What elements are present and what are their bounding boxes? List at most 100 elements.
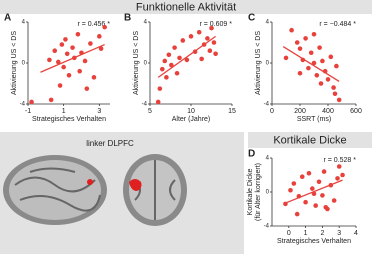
point [334,63,339,69]
y-axis-label: Aktivierung US < DS [11,31,18,95]
trend-line [157,35,216,78]
point [155,99,161,105]
x-tick-label: 2 [320,230,324,237]
point [311,60,317,66]
point [98,46,104,51]
point [199,56,204,62]
annotation: r = −0.484 * [319,21,356,28]
x-tick-label: 10 [187,108,195,115]
point [160,66,165,72]
point [209,25,214,31]
point [283,55,289,61]
point [196,29,202,35]
point [102,24,107,30]
point [297,46,303,51]
point [188,34,194,39]
point [313,203,318,208]
point [172,45,177,50]
y-tick-label: 4 [266,156,270,162]
point [294,211,300,217]
x-tick-label: 200 [294,108,306,115]
point [316,179,322,185]
brain-label: linker DLPFC [86,139,134,148]
y-tick-label: -4 [264,102,270,108]
point [317,45,322,50]
point [289,27,294,33]
x-axis-label: Strategisches Verhalten [32,116,106,123]
point [336,97,342,103]
point [294,40,300,45]
point [299,174,305,179]
header-bar [0,0,372,14]
point [331,85,336,90]
y-tick-label: 4 [144,20,148,26]
point [288,188,293,193]
annotation: r = 0.609 * [200,21,233,28]
y-axis-label: (für Alter korrigiert) [255,163,262,221]
x-tick-label: 600 [350,108,362,115]
point [297,70,303,76]
section-title: Kortikale Dicke [273,134,346,146]
x-tick-label: 0 [270,108,274,115]
point [174,70,180,76]
panel-label: A [4,13,11,24]
point [320,193,325,198]
point [56,59,61,65]
x-axis-label: SSRT (ms) [297,116,331,123]
x-tick-label: 0 [287,230,291,237]
section-title: Funktionelle Aktivität [136,1,236,13]
x-tick-label: 5 [148,108,152,115]
trend-line [285,179,343,204]
x-tick-label: -1 [25,108,31,115]
y-axis-label: Aktivierung US < DS [133,31,140,95]
point [88,41,93,46]
point [306,171,312,176]
point [207,48,213,53]
point [311,32,317,37]
point [308,50,314,56]
point [177,55,182,61]
x-tick-label: 3 [337,230,341,237]
y-tick-label: 0 [266,190,270,196]
point [205,36,210,41]
point [310,186,315,191]
panel-label: C [248,13,255,24]
x-tick-label: 4 [354,230,358,237]
point [63,37,68,42]
y-tick-label: 0 [22,61,26,67]
point [303,199,308,205]
x-tick-label: 15 [228,108,236,115]
point [82,58,88,64]
point [47,57,52,63]
brain-coronal [123,154,187,226]
point [57,83,63,88]
point [97,34,102,39]
point [75,32,81,37]
point [318,81,324,86]
point [213,51,218,57]
point [306,65,311,71]
panel-label: B [124,13,131,24]
x-tick-label: 400 [322,108,334,115]
trend-line [282,46,340,83]
point [314,73,320,78]
point [52,48,58,53]
point [303,36,308,41]
y-axis-label: Aktivierung US < DS [255,31,262,95]
y-tick-label: -4 [142,102,148,108]
point [29,99,34,105]
annotation: r = 0.456 * [78,21,111,28]
point [91,75,97,80]
y-tick-label: 0 [144,61,148,67]
panel-label: D [248,149,255,160]
x-axis-label: Strategisches Verhalten [277,238,351,245]
point [320,58,325,64]
y-tick-label: -4 [264,224,270,230]
point [332,91,338,97]
point [211,40,217,45]
point [184,57,190,63]
point [164,75,169,80]
point [66,73,72,78]
annotation: r = 0.528 * [324,157,357,164]
point [323,205,329,210]
